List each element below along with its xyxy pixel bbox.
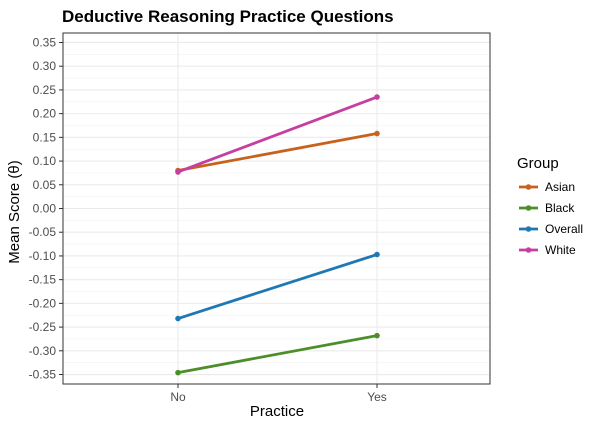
data-point-black (175, 369, 181, 376)
series-line-black (177, 334, 378, 374)
legend: Asian Black Overall White (519, 180, 583, 257)
y-axis: -0.35 -0.30 -0.25 -0.20 -0.15 -0.10 -0.05 0.00 0… (29, 35, 63, 382)
legend-label-asian: Asian (545, 180, 575, 194)
legend-label-overall: Overall (545, 222, 583, 236)
y-tick-label: -0.10 (29, 249, 57, 263)
y-tick-label: 0.20 (33, 107, 57, 121)
legend-label-black: Black (545, 201, 575, 215)
y-tick-label: 0.05 (33, 178, 57, 192)
data-point-white (175, 169, 181, 175)
legend-label-white: White (545, 243, 576, 257)
x-tick-label: Yes (367, 390, 387, 404)
y-tick-label: 0.10 (33, 154, 57, 168)
y-tick-label: 0.25 (33, 83, 57, 97)
series-line-white (177, 95, 378, 174)
y-tick-label: 0.30 (33, 59, 57, 73)
y-tick-label: -0.25 (29, 320, 57, 334)
y-tick-label: 0.35 (33, 35, 57, 49)
y-tick-label: -0.15 (29, 273, 57, 287)
y-tick-label: -0.35 (29, 368, 57, 382)
series-layer (175, 94, 380, 376)
y-tick-label: 0.00 (33, 202, 57, 216)
legend-key-point (525, 247, 532, 253)
series-line-asian (177, 132, 378, 172)
y-tick-label: -0.30 (29, 344, 57, 358)
legend-title: Group (517, 155, 559, 172)
y-tick-label: 0.15 (33, 130, 57, 144)
series-line-overall (177, 253, 378, 320)
data-point-white (374, 94, 380, 100)
gridlines (63, 33, 490, 384)
y-axis-label: Mean Score (θ) (6, 160, 23, 263)
y-tick-label: -0.05 (29, 225, 57, 239)
legend-key-point (525, 226, 532, 232)
y-tick-label: -0.20 (29, 296, 57, 310)
legend-key-point (525, 205, 532, 211)
legend-key-point (525, 184, 532, 190)
x-tick-label: No (170, 390, 186, 404)
chart-title: Deductive Reasoning Practice Questions (62, 7, 394, 26)
data-point-black (374, 332, 380, 339)
data-point-asian (374, 130, 380, 137)
x-axis-label: Practice (250, 403, 304, 420)
x-axis: No Yes (170, 384, 387, 404)
data-point-overall (175, 315, 181, 322)
data-point-overall (374, 251, 380, 258)
